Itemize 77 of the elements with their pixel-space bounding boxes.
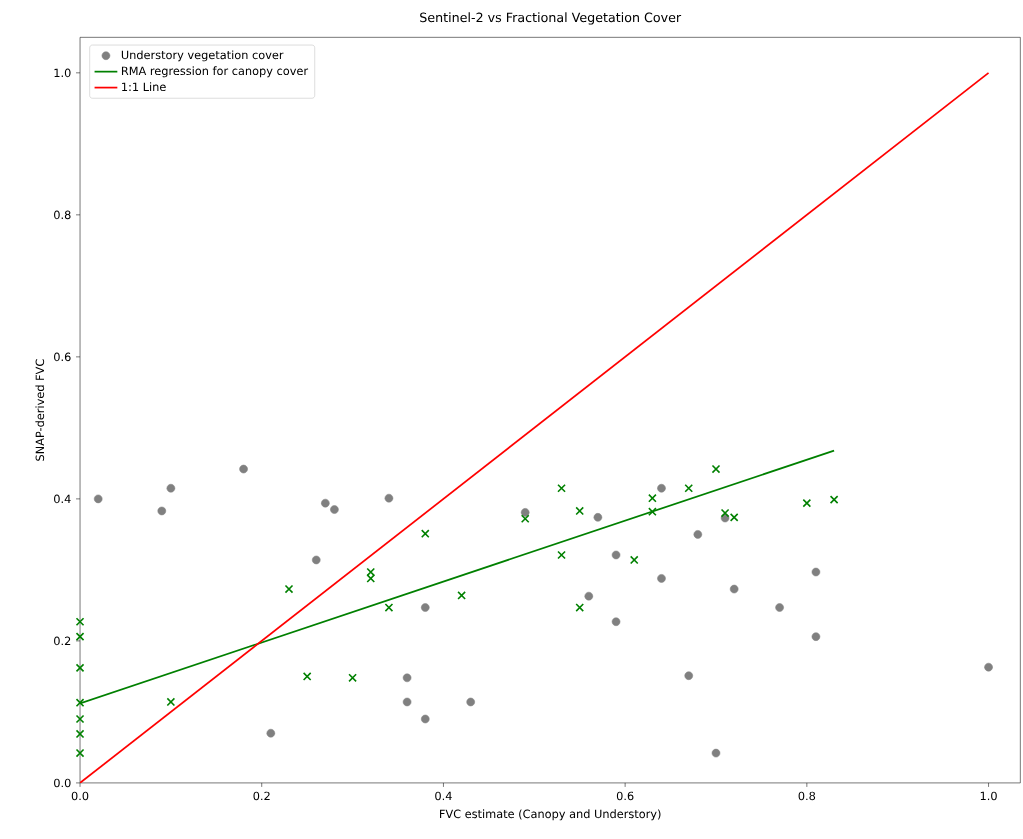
point bbox=[729, 513, 739, 522]
point bbox=[711, 464, 721, 474]
point bbox=[611, 550, 621, 560]
point bbox=[575, 603, 585, 612]
point bbox=[557, 483, 566, 493]
point bbox=[811, 632, 821, 641]
point bbox=[520, 514, 530, 524]
point bbox=[157, 506, 167, 516]
x-tick-label: 0.6 bbox=[616, 791, 634, 801]
point bbox=[802, 498, 812, 508]
point bbox=[684, 483, 694, 493]
point bbox=[684, 671, 694, 680]
legend-label: RMA regression for canopy cover bbox=[121, 66, 309, 78]
y-tick-label: 0.4 bbox=[54, 494, 71, 504]
point bbox=[166, 484, 176, 493]
point bbox=[75, 663, 85, 673]
point bbox=[611, 617, 621, 627]
point bbox=[711, 748, 721, 758]
y-tick-label: 0.0 bbox=[54, 778, 71, 788]
x-axis-title: FVC estimate (Canopy and Understory) bbox=[440, 809, 661, 821]
point bbox=[239, 464, 248, 474]
point bbox=[402, 697, 412, 707]
point bbox=[366, 567, 376, 577]
legend-label: 1:1 Line bbox=[122, 82, 166, 92]
point bbox=[93, 494, 103, 504]
point bbox=[629, 555, 639, 565]
point bbox=[557, 550, 566, 560]
point bbox=[75, 632, 85, 642]
point bbox=[266, 728, 276, 738]
point bbox=[75, 729, 85, 739]
point bbox=[384, 493, 394, 503]
point bbox=[421, 714, 430, 724]
point bbox=[75, 748, 85, 758]
point bbox=[321, 498, 330, 508]
point bbox=[384, 603, 394, 612]
y-tick-label: 1.0 bbox=[54, 68, 71, 78]
point bbox=[984, 662, 993, 672]
y-tick-label: 0.2 bbox=[54, 636, 71, 646]
point bbox=[166, 697, 176, 707]
point bbox=[829, 495, 839, 504]
point bbox=[775, 603, 784, 612]
point bbox=[75, 617, 85, 627]
point bbox=[311, 555, 321, 565]
point bbox=[729, 584, 739, 594]
point bbox=[466, 697, 475, 707]
point bbox=[348, 673, 357, 683]
y-axis-title: SNAP-derived FVC bbox=[35, 359, 45, 461]
y-tick-label: 0.8 bbox=[54, 210, 71, 220]
point bbox=[693, 530, 703, 539]
point bbox=[75, 714, 85, 724]
point bbox=[75, 698, 85, 708]
point bbox=[593, 513, 603, 522]
point bbox=[457, 591, 466, 600]
point bbox=[366, 574, 376, 583]
x-tick-label: 0.0 bbox=[71, 791, 89, 801]
y-tick-label: 0.6 bbox=[54, 352, 71, 362]
point bbox=[284, 584, 294, 594]
x-tick-label: 0.2 bbox=[253, 791, 270, 801]
point bbox=[302, 672, 312, 681]
point bbox=[402, 673, 412, 683]
x-tick-label: 0.8 bbox=[798, 791, 816, 801]
point bbox=[657, 484, 666, 493]
point bbox=[811, 567, 821, 577]
point bbox=[520, 508, 530, 517]
point bbox=[720, 508, 730, 518]
x-tick-label: 1.0 bbox=[980, 791, 997, 801]
legend-label: Understory vegetation cover bbox=[121, 50, 284, 62]
x-tick-label: 0.4 bbox=[435, 791, 452, 801]
chart-title: Sentinel-2 vs Fractional Vegetation Cover bbox=[420, 12, 682, 25]
point bbox=[420, 529, 430, 539]
point bbox=[575, 506, 585, 516]
point bbox=[648, 507, 657, 517]
point bbox=[421, 603, 430, 612]
point bbox=[657, 574, 666, 583]
point bbox=[330, 505, 339, 514]
point bbox=[584, 591, 594, 601]
point bbox=[648, 493, 657, 503]
